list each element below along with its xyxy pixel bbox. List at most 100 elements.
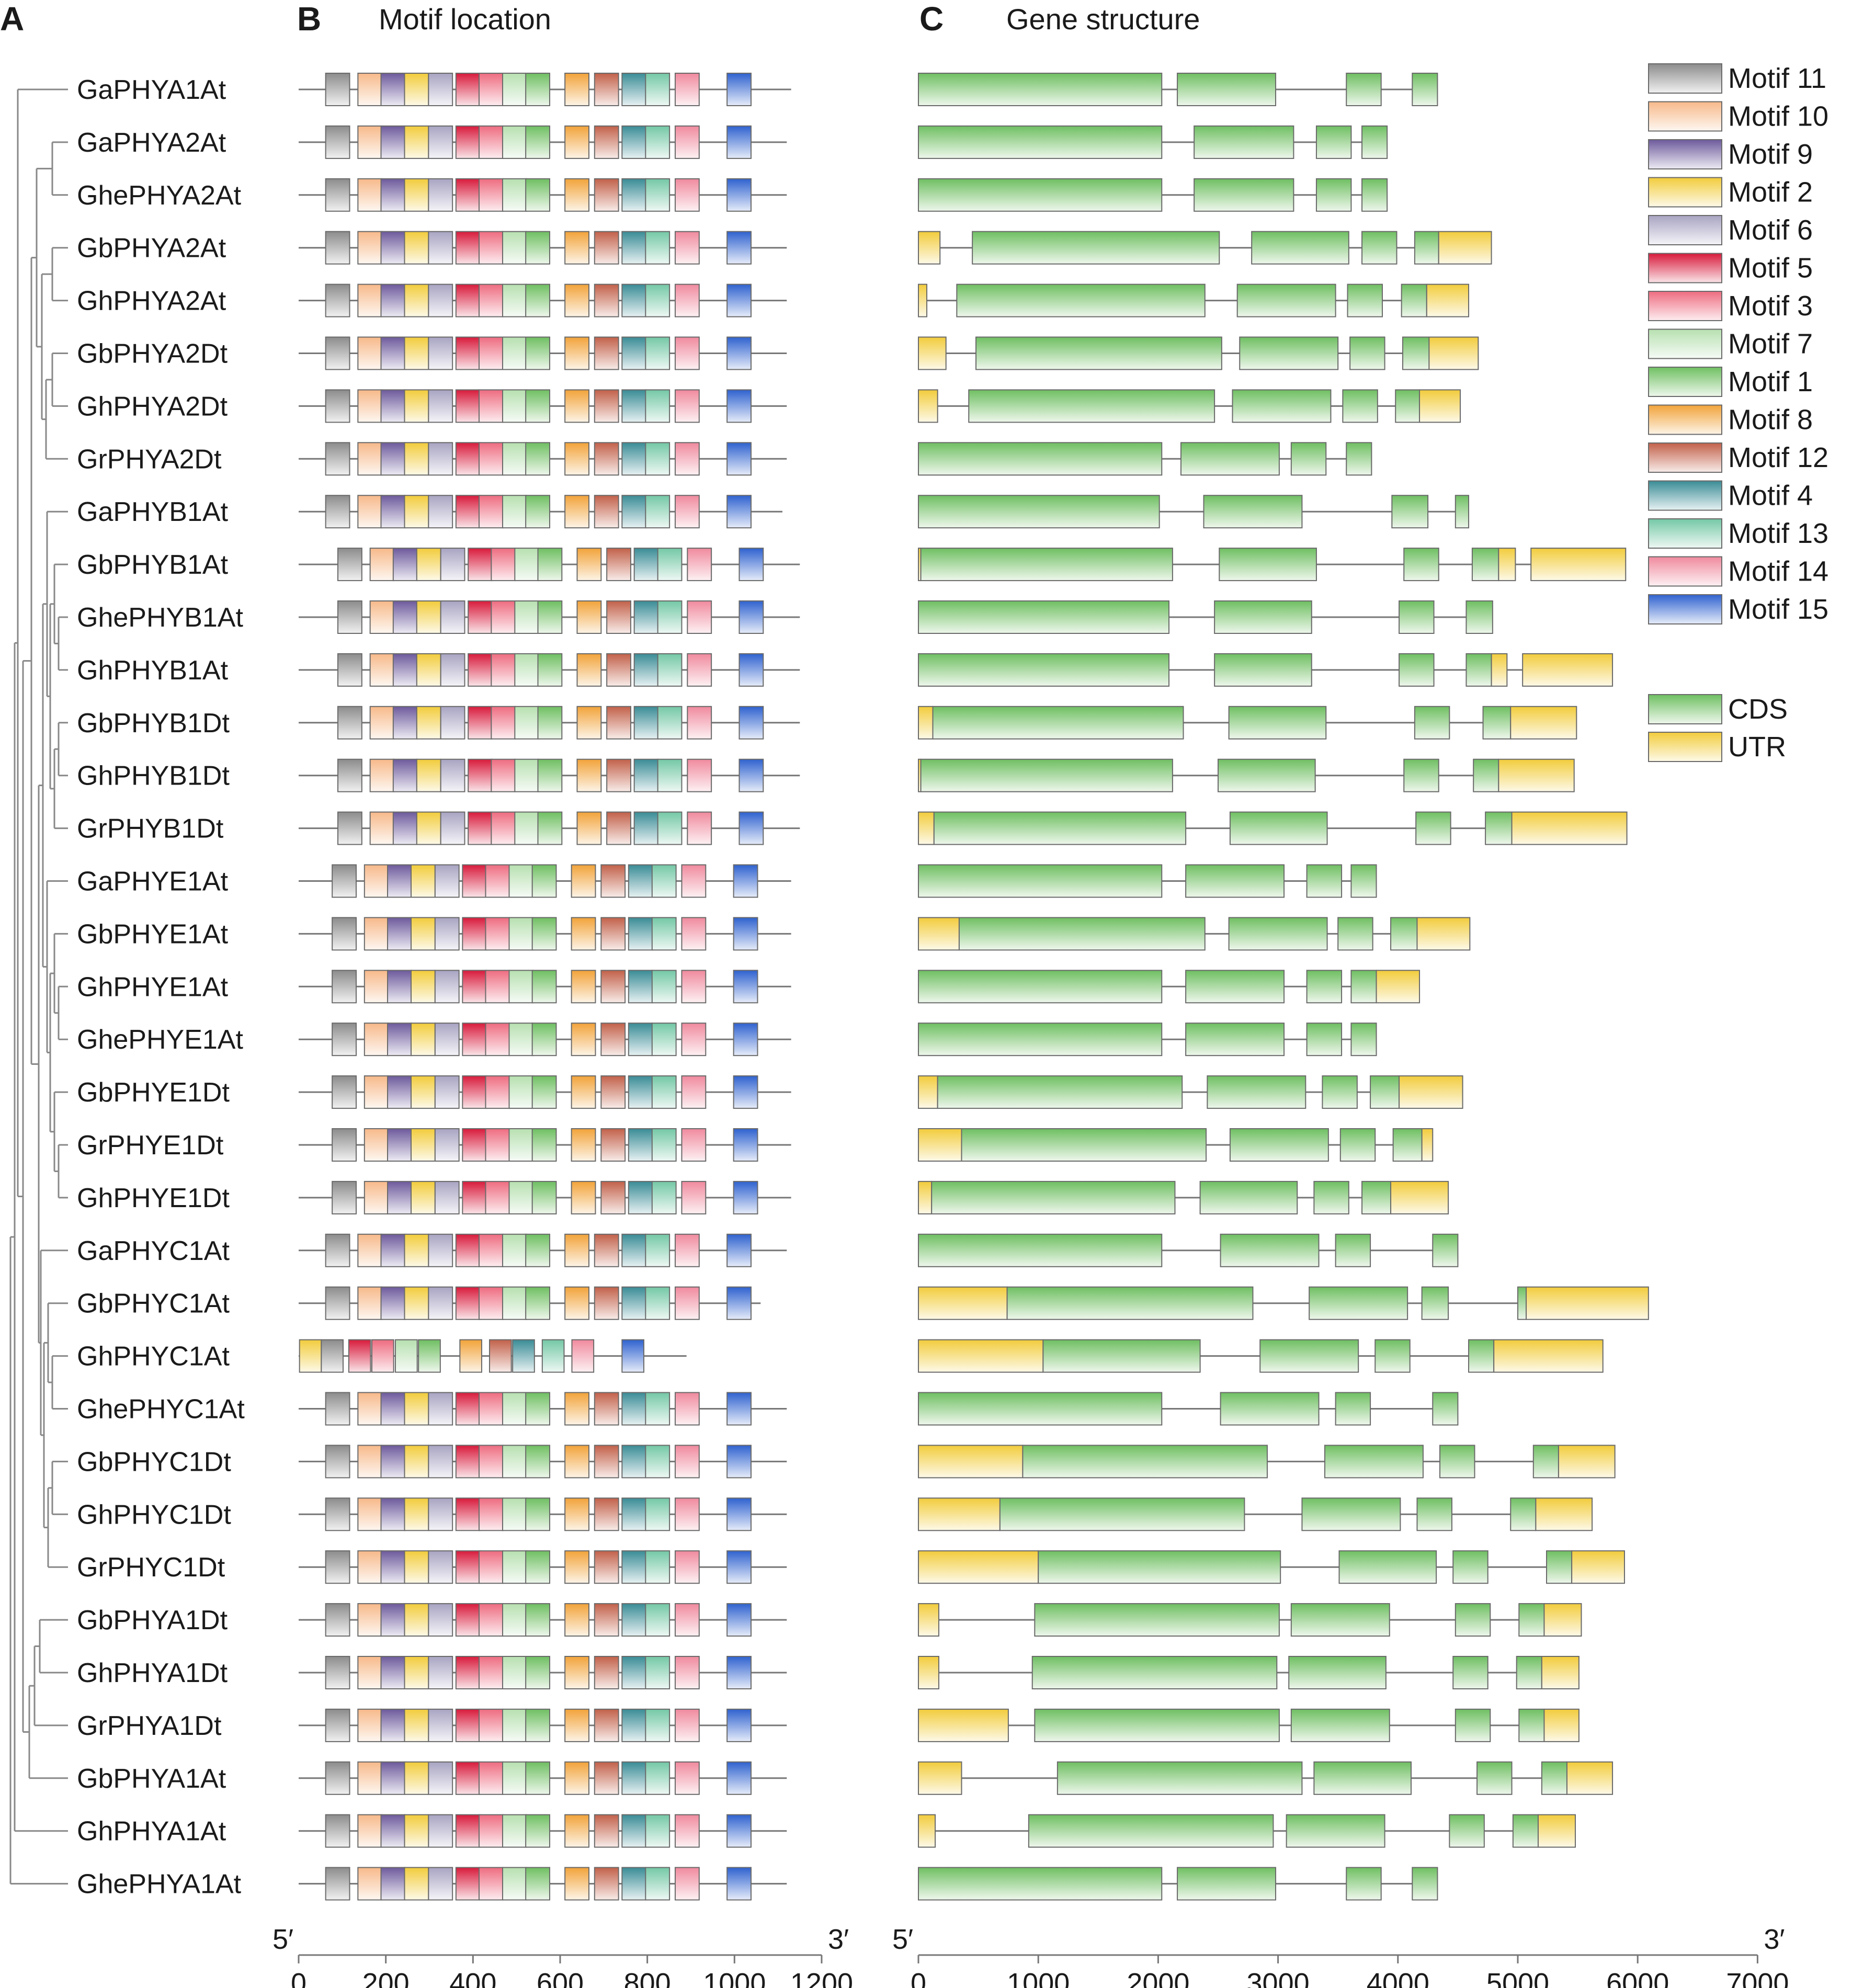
motif-box: [525, 389, 550, 423]
motif-box: [325, 1233, 350, 1267]
cds-block: [1361, 125, 1388, 159]
motif-box: [645, 73, 671, 106]
motif-box: [337, 548, 362, 582]
motif-box: [332, 917, 357, 951]
cds-block: [1194, 178, 1294, 212]
motif-box: [380, 1603, 406, 1637]
cds-block: [1335, 1392, 1371, 1426]
motif-box: [564, 1445, 589, 1479]
axis-tick-label: 1000: [1007, 1968, 1070, 1988]
motif-box: [428, 1550, 453, 1584]
cds-block: [1399, 600, 1435, 634]
motif-box: [594, 1497, 619, 1531]
utr-block: [918, 1761, 962, 1795]
motif-box: [325, 1445, 350, 1479]
cds-block: [932, 706, 1184, 740]
motif-box: [621, 73, 647, 106]
motif-box: [564, 1233, 589, 1267]
cds-block: [1028, 1814, 1274, 1848]
cds-block: [1350, 864, 1377, 898]
motif-box: [726, 1550, 752, 1584]
cds-block: [1452, 1656, 1489, 1689]
motif-box: [508, 1075, 534, 1109]
motif-box: [394, 1339, 418, 1373]
cds-block: [1338, 1550, 1437, 1584]
motif-box: [657, 600, 683, 634]
motif-box: [645, 1286, 671, 1320]
gene-label: GaPHYC1At: [77, 1236, 230, 1266]
motif-box: [387, 1023, 412, 1057]
motif-box: [571, 1023, 596, 1057]
utr-block: [918, 1603, 939, 1637]
cds-block: [1452, 1550, 1489, 1584]
motif-box: [416, 758, 441, 792]
motif-box: [357, 125, 383, 159]
motif-box: [380, 283, 406, 317]
motif-box: [491, 811, 516, 845]
motif-box: [645, 1392, 671, 1426]
cds-block: [1324, 1445, 1424, 1479]
motif-box: [514, 811, 540, 845]
motif-box: [674, 389, 700, 423]
cds-block: [1455, 1708, 1491, 1742]
legend-label: CDS: [1728, 694, 1788, 725]
motif-box: [674, 125, 700, 159]
cds-block: [1485, 811, 1513, 845]
cds-block: [1220, 1233, 1320, 1267]
motif-box: [455, 231, 481, 265]
utr-block: [1530, 548, 1627, 582]
motif-box: [525, 442, 550, 476]
gene-labels: GaPHYA1At GaPHYA2At GhePHYA2At GbPHYA2At GhP…: [77, 75, 245, 1900]
motif-box: [428, 1233, 453, 1267]
motif-box: [621, 178, 647, 212]
cds-block: [1517, 1286, 1527, 1320]
motif-box: [541, 1339, 565, 1373]
motif-box: [674, 336, 700, 370]
motif-box: [325, 1392, 350, 1426]
motif-box: [633, 811, 659, 845]
cds-block: [1391, 495, 1429, 529]
motif-box: [651, 864, 677, 898]
motif-box: [371, 1339, 394, 1373]
motif-box: [674, 495, 700, 529]
motif-box: [508, 1128, 534, 1162]
motif-box: [525, 73, 550, 106]
motif-box: [564, 336, 589, 370]
motif-box: [600, 864, 626, 898]
utr-block: [1498, 548, 1516, 582]
motif-box: [726, 1497, 752, 1531]
motif-axis: 0 200 400 600 800 1000 1200 5′ 3′: [272, 1924, 853, 1988]
cds-block: [1309, 1286, 1408, 1320]
motif-box: [738, 653, 764, 687]
motif-box: [621, 442, 647, 476]
motif-box: [674, 178, 700, 212]
motif-box: [428, 1497, 453, 1531]
cds-block: [1415, 811, 1451, 845]
utr-block: [1543, 1603, 1582, 1637]
motif-box: [491, 653, 516, 687]
motif-box: [621, 1708, 647, 1742]
motif-box: [455, 336, 481, 370]
legend-swatch: [1648, 177, 1722, 208]
motif-box: [502, 1233, 527, 1267]
motif-box: [404, 1656, 429, 1689]
motif-box: [571, 864, 596, 898]
motif-box: [380, 1550, 406, 1584]
motif-box: [633, 758, 659, 792]
motif-box: [525, 1867, 550, 1901]
cds-block: [1361, 231, 1397, 265]
cds-block: [1229, 1128, 1329, 1162]
motif-box: [531, 1128, 557, 1162]
panel-c-letter: C: [919, 0, 944, 38]
cds-block: [1455, 1603, 1491, 1637]
cds-block: [1361, 178, 1388, 212]
motif-box: [502, 1708, 527, 1742]
motif-box: [600, 1128, 626, 1162]
motif-box: [455, 442, 481, 476]
cds-block: [1346, 73, 1382, 106]
motif-box: [651, 1128, 677, 1162]
cds-block: [1510, 1497, 1537, 1531]
motif-box: [621, 389, 647, 423]
legend-swatch: [1648, 732, 1722, 762]
legend-swatch: [1648, 556, 1722, 587]
